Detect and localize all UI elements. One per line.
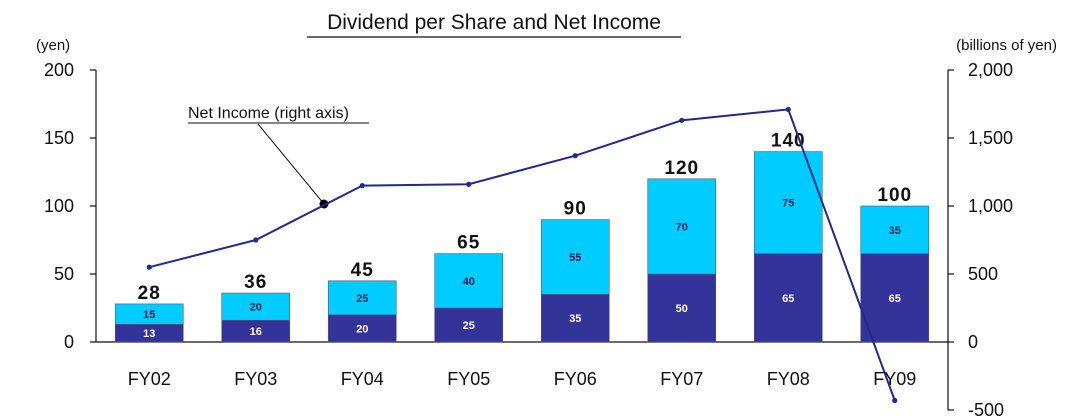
bar-segment-lower <box>434 307 504 343</box>
bar-segment-lower-label: 20 <box>356 323 368 335</box>
bar-segment-lower <box>540 294 610 343</box>
bar-segment-upper <box>540 219 610 295</box>
left-axis-ticks: 0 50 100 150 200 <box>44 60 96 352</box>
bar-segment-lower-label: 65 <box>889 293 901 305</box>
bar-total-label: 140 <box>771 131 806 152</box>
category-labels: FY02 FY03 FY04 FY05 FY06 FY07 FY08 FY09 <box>128 369 917 389</box>
left-tick-label: 50 <box>54 264 74 284</box>
bar-segment-upper-label: 40 <box>463 276 475 288</box>
annotation-label: Net Income (right axis) <box>188 105 349 122</box>
net-income-point <box>359 183 365 189</box>
bar-segment-upper-label: 75 <box>782 198 794 210</box>
category-label: FY07 <box>660 369 703 389</box>
bar-segment-lower <box>647 273 717 343</box>
category-label: FY09 <box>873 369 916 389</box>
left-tick-label: 150 <box>44 128 74 148</box>
net-income-line-series <box>146 106 898 404</box>
bar-total-label: 100 <box>877 185 912 206</box>
category-label: FY04 <box>341 369 384 389</box>
left-tick-label: 0 <box>64 332 74 352</box>
right-tick-label: 0 <box>968 332 978 352</box>
left-axis-unit: (yen) <box>36 37 70 54</box>
bar-total-label: 36 <box>244 272 267 293</box>
bar-segment-upper-label: 70 <box>676 221 688 233</box>
right-tick-label: 2,000 <box>968 60 1013 80</box>
bar-segment-upper-label: 25 <box>356 293 368 305</box>
bar-segment-upper <box>647 178 717 275</box>
net-income-point <box>253 237 259 243</box>
bar-total-label: 65 <box>457 233 480 254</box>
left-tick-label: 100 <box>44 196 74 216</box>
line-annotation: Net Income (right axis) <box>188 105 369 209</box>
bar-segment-upper <box>221 292 291 321</box>
bar-segment-lower-label: 16 <box>250 326 262 338</box>
right-tick-label: 1,000 <box>968 196 1013 216</box>
bar-series: 13 15 28 16 20 36 20 25 45 25 40 65 35 55 90 50 70 120 65 7… <box>114 131 930 343</box>
bar-total-label: 45 <box>351 260 374 281</box>
bar-total-label: 28 <box>138 283 161 304</box>
category-label: FY05 <box>447 369 490 389</box>
category-label: FY06 <box>554 369 597 389</box>
net-income-point <box>572 153 578 159</box>
bar-total-label: 90 <box>564 199 587 220</box>
bar-segment-lower <box>753 253 823 343</box>
net-income-point <box>679 117 685 123</box>
bar-segment-upper-label: 55 <box>569 252 581 264</box>
bar-segment-lower <box>860 253 930 343</box>
category-label: FY08 <box>767 369 810 389</box>
annotation-leader <box>257 123 325 205</box>
bar-segment-upper <box>860 205 930 254</box>
bar-total-label: 120 <box>664 158 699 179</box>
right-tick-label: 1,500 <box>968 128 1013 148</box>
bar-segment-lower-label: 50 <box>676 303 688 315</box>
bar-segment-upper-label: 20 <box>250 302 262 314</box>
left-tick-label: 200 <box>44 60 74 80</box>
category-label: FY03 <box>234 369 277 389</box>
bar-segment-upper-label: 35 <box>889 225 901 237</box>
net-income-point <box>146 264 152 270</box>
bar-segment-lower-label: 25 <box>463 320 475 332</box>
bar-segment-upper <box>114 303 184 325</box>
net-income-point <box>785 106 791 113</box>
bar-segment-upper <box>327 280 397 316</box>
right-axis-ticks: -500 0 500 1,000 1,500 2,000 <box>948 60 1013 419</box>
right-tick-label: 500 <box>968 264 998 284</box>
bar-segment-lower <box>327 314 397 343</box>
net-income-line <box>149 108 896 401</box>
category-label: FY02 <box>128 369 171 389</box>
right-tick-label: -500 <box>968 400 1004 419</box>
bar-segment-upper <box>434 253 504 309</box>
bar-segment-lower-label: 13 <box>143 328 155 340</box>
net-income-point <box>892 397 898 404</box>
bar-segment-lower-label: 35 <box>569 313 581 325</box>
bar-segment-lower-label: 65 <box>782 293 794 305</box>
chart-title: Dividend per Share and Net Income <box>327 11 661 34</box>
net-income-point <box>466 181 472 187</box>
bar-segment-upper-label: 15 <box>143 309 155 321</box>
right-axis-unit: (billions of yen) <box>956 37 1057 54</box>
